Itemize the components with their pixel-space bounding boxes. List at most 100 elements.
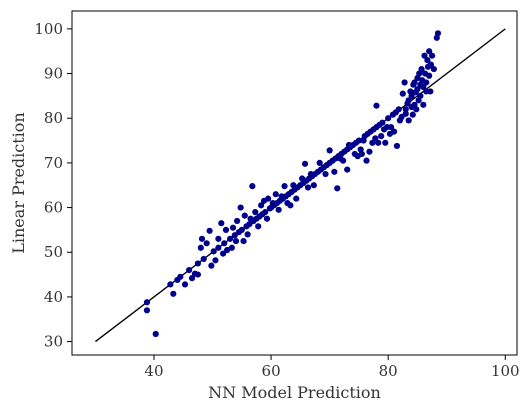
data-points — [143, 30, 442, 338]
data-point — [181, 281, 189, 288]
data-point — [401, 79, 408, 86]
data-point — [234, 217, 241, 225]
data-point — [208, 262, 215, 269]
data-point — [379, 119, 386, 126]
data-point — [366, 148, 373, 155]
data-point — [304, 184, 312, 191]
y-tick-label: 100 — [34, 20, 63, 38]
x-tick-label: 60 — [262, 362, 281, 380]
data-point — [198, 235, 206, 242]
data-point — [316, 159, 323, 166]
data-point — [378, 132, 385, 140]
y-axis-label: Linear Prediction — [9, 112, 28, 253]
data-point — [420, 101, 427, 108]
data-point — [405, 97, 412, 104]
data-point — [263, 215, 271, 222]
data-point — [373, 102, 380, 109]
data-point — [143, 307, 151, 314]
data-point — [287, 202, 294, 209]
data-point — [363, 157, 370, 164]
y-tick-label: 40 — [44, 288, 63, 306]
data-point — [393, 142, 401, 150]
data-point — [402, 110, 409, 117]
data-point — [413, 106, 420, 113]
y-axis-ticks: 30 40 50 60 70 80 90 100 — [34, 20, 72, 351]
data-point — [152, 330, 159, 338]
data-point — [434, 30, 442, 37]
data-point — [375, 139, 382, 146]
data-point — [218, 220, 225, 227]
data-point — [421, 52, 428, 59]
data-point — [177, 273, 184, 280]
data-point — [215, 244, 222, 251]
data-point — [409, 111, 416, 118]
data-point — [226, 235, 234, 242]
data-point — [430, 65, 437, 73]
data-point — [395, 106, 402, 113]
data-point — [203, 240, 210, 247]
data-point — [429, 52, 436, 59]
data-point — [224, 246, 231, 254]
data-point — [414, 86, 421, 93]
data-point — [255, 223, 262, 230]
data-point — [301, 160, 309, 167]
data-point — [340, 157, 347, 164]
data-point — [427, 61, 435, 68]
data-point — [200, 255, 207, 263]
data-point — [275, 206, 282, 213]
data-point — [418, 65, 425, 73]
data-point — [426, 48, 433, 55]
x-axis-label: NN Model Prediction — [208, 383, 381, 402]
x-tick-label: 100 — [491, 362, 520, 380]
data-point — [194, 260, 201, 267]
data-point — [249, 183, 256, 190]
data-point — [237, 204, 244, 211]
x-tick-label: 80 — [379, 362, 398, 380]
data-point — [426, 72, 433, 79]
plot-frame — [71, 10, 518, 356]
data-point — [405, 117, 412, 124]
data-point — [385, 115, 392, 122]
x-axis-ticks: 40 60 80 100 — [144, 355, 520, 380]
data-point — [228, 244, 235, 251]
data-point — [355, 137, 363, 144]
data-point — [427, 88, 434, 95]
data-point — [170, 290, 177, 297]
data-point — [344, 166, 351, 173]
data-point — [272, 191, 279, 198]
data-point — [423, 79, 430, 86]
data-point — [143, 299, 151, 306]
data-point — [240, 237, 247, 245]
y-tick-label: 70 — [44, 154, 63, 172]
data-point — [212, 257, 219, 264]
data-point — [197, 244, 204, 251]
data-point — [402, 106, 409, 113]
y-tick-label: 90 — [44, 65, 63, 83]
data-point — [358, 150, 365, 158]
data-point — [262, 208, 269, 216]
data-point — [417, 92, 424, 99]
data-point — [424, 57, 431, 64]
data-point — [252, 208, 259, 216]
data-point — [229, 224, 237, 231]
data-point — [411, 79, 418, 86]
data-point — [372, 135, 379, 142]
y-tick-label: 50 — [44, 243, 63, 261]
y-tick-label: 60 — [44, 199, 63, 217]
data-point — [408, 92, 415, 99]
y-tick-label: 80 — [44, 109, 63, 127]
data-point — [310, 182, 317, 189]
data-point — [258, 202, 265, 209]
data-point — [390, 128, 398, 135]
data-point — [388, 124, 395, 131]
data-point — [420, 83, 427, 91]
data-point — [215, 235, 222, 242]
data-point — [210, 248, 217, 255]
data-point — [238, 226, 245, 234]
data-point — [265, 195, 272, 202]
y-tick-label: 30 — [44, 333, 63, 351]
data-point — [222, 226, 230, 234]
data-point — [399, 90, 406, 97]
data-point — [281, 183, 288, 190]
